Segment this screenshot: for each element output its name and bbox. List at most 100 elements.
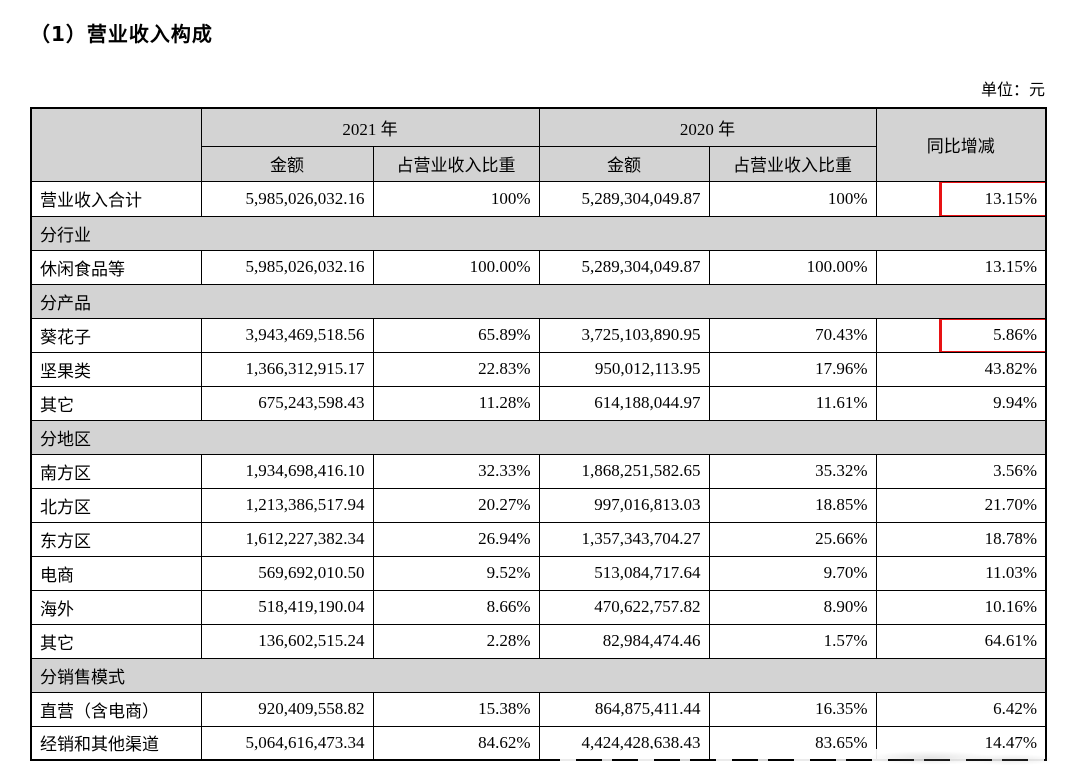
header-row-metrics: 金额 占营业收入比重 金额 占营业收入比重 xyxy=(31,145,1046,182)
header-amount-2021: 金额 xyxy=(200,145,374,182)
section-label: 分销售模式 xyxy=(30,657,1047,693)
watermark-smudge xyxy=(560,749,1052,763)
value-cell: 1,357,343,704.27 xyxy=(538,521,710,557)
value-cell: 3,725,103,890.95 xyxy=(538,317,710,353)
page-title: （1）营业收入构成 xyxy=(30,22,213,46)
value-cell: 26.94% xyxy=(372,521,540,557)
row-label: 海外 xyxy=(30,589,202,625)
value-cell: 64.61% xyxy=(875,623,1047,659)
value-cell: 22.83% xyxy=(372,351,540,387)
value-cell: 11.28% xyxy=(372,385,540,421)
value-cell: 13.15% xyxy=(875,249,1047,285)
value-cell: 100% xyxy=(372,180,540,217)
value-cell: 100% xyxy=(708,180,877,217)
value-cell: 136,602,515.24 xyxy=(200,623,374,659)
value-cell: 5.86% xyxy=(875,317,1047,353)
value-cell: 100.00% xyxy=(708,249,877,285)
row-label: 经销和其他渠道 xyxy=(30,725,202,761)
header-year-2020: 2020 年 xyxy=(538,107,877,147)
value-cell: 675,243,598.43 xyxy=(200,385,374,421)
value-cell: 6.42% xyxy=(875,691,1047,727)
value-cell: 8.66% xyxy=(372,589,540,625)
table-row: 南方区 1,934,698,416.10 32.33% 1,868,251,582.6… xyxy=(30,453,1047,489)
value-cell: 15.38% xyxy=(372,691,540,727)
value-cell: 2.28% xyxy=(372,623,540,659)
value-cell: 1.57% xyxy=(708,623,877,659)
row-label: 电商 xyxy=(30,555,202,591)
row-label: 其它 xyxy=(30,385,202,421)
table-row: 休闲食品等 5,985,026,032.16 100.00% 5,289,304,04… xyxy=(30,249,1047,285)
value-cell: 100.00% xyxy=(372,249,540,285)
value-cell: 9.52% xyxy=(372,555,540,591)
table-row: 其它 136,602,515.24 2.28% 82,984,474.46 1.57% 6… xyxy=(30,623,1047,659)
header-share-2020: 占营业收入比重 xyxy=(708,145,877,182)
value-cell: 16.35% xyxy=(708,691,877,727)
value-cell: 8.90% xyxy=(708,589,877,625)
revenue-composition-table: 2021 年 2020 年 同比增减 金额 占营业收入比重 金额 占营业收入比重… xyxy=(30,107,1047,761)
row-label: 休闲食品等 xyxy=(30,249,202,285)
header-row-years: 2021 年 2020 年 同比增减 xyxy=(30,107,1047,182)
row-label: 南方区 xyxy=(30,453,202,489)
value-cell: 1,213,386,517.94 xyxy=(200,487,374,523)
table-row: 直营（含电商） 920,409,558.82 15.38% 864,875,411.4… xyxy=(30,691,1047,727)
table-row: 电商 569,692,010.50 9.52% 513,084,717.64 9.70%… xyxy=(30,555,1047,591)
highlight-red-box xyxy=(938,319,1045,351)
highlight-red-box xyxy=(938,182,1045,215)
value-cell: 1,612,227,382.34 xyxy=(200,521,374,557)
header-amount-2020: 金额 xyxy=(538,145,710,182)
value-cell: 1,868,251,582.65 xyxy=(538,453,710,489)
value-cell: 65.89% xyxy=(372,317,540,353)
row-label: 葵花子 xyxy=(30,317,202,353)
value-cell: 614,188,044.97 xyxy=(538,385,710,421)
table-row: 坚果类 1,366,312,915.17 22.83% 950,012,113.95 1… xyxy=(30,351,1047,387)
value-cell: 5,985,026,032.16 xyxy=(200,249,374,285)
row-label: 东方区 xyxy=(30,521,202,557)
table-row: 海外 518,419,190.04 8.66% 470,622,757.82 8.90%… xyxy=(30,589,1047,625)
value-cell: 1,934,698,416.10 xyxy=(200,453,374,489)
table-row: 葵花子 3,943,469,518.56 65.89% 3,725,103,890.9… xyxy=(30,317,1047,353)
value-cell: 920,409,558.82 xyxy=(200,691,374,727)
section-row: 分行业 xyxy=(30,215,1047,251)
row-label: 营业收入合计 xyxy=(30,180,202,217)
value-cell: 84.62% xyxy=(372,725,540,761)
value-cell: 18.85% xyxy=(708,487,877,523)
value-cell: 5,985,026,032.16 xyxy=(200,180,374,217)
value-cell: 9.70% xyxy=(708,555,877,591)
header-year-2021: 2021 年 xyxy=(200,107,540,147)
section-label: 分行业 xyxy=(30,215,1047,251)
value-cell: 10.16% xyxy=(875,589,1047,625)
value-cell: 5,289,304,049.87 xyxy=(538,180,710,217)
value-cell: 25.66% xyxy=(708,521,877,557)
value-cell: 13.15% xyxy=(875,180,1047,217)
value-cell: 17.96% xyxy=(708,351,877,387)
value-cell: 43.82% xyxy=(875,351,1047,387)
unit-label: 单位：元 xyxy=(980,82,1045,99)
value-cell: 950,012,113.95 xyxy=(538,351,710,387)
row-label: 坚果类 xyxy=(30,351,202,387)
value-cell: 82,984,474.46 xyxy=(538,623,710,659)
header-corner-cell xyxy=(30,107,202,182)
value-cell: 20.27% xyxy=(372,487,540,523)
row-label: 北方区 xyxy=(30,487,202,523)
value-cell: 70.43% xyxy=(708,317,877,353)
watermark-blob xyxy=(850,738,1050,774)
value-cell: 35.32% xyxy=(708,453,877,489)
row-label: 直营（含电商） xyxy=(30,691,202,727)
header-yoy-change: 同比增减 xyxy=(875,107,1047,182)
section-row: 分地区 xyxy=(30,419,1047,455)
value-cell: 513,084,717.64 xyxy=(538,555,710,591)
value-cell: 470,622,757.82 xyxy=(538,589,710,625)
section-row: 分产品 xyxy=(30,283,1047,319)
row-label: 其它 xyxy=(30,623,202,659)
value-cell: 11.61% xyxy=(708,385,877,421)
value-cell: 11.03% xyxy=(875,555,1047,591)
value-cell: 1,366,312,915.17 xyxy=(200,351,374,387)
value-cell: 32.33% xyxy=(372,453,540,489)
value-cell: 21.70% xyxy=(875,487,1047,523)
table-row: 东方区 1,612,227,382.34 26.94% 1,357,343,704.2… xyxy=(30,521,1047,557)
value-cell: 5,289,304,049.87 xyxy=(538,249,710,285)
value-cell: 569,692,010.50 xyxy=(200,555,374,591)
table-row: 其它 675,243,598.43 11.28% 614,188,044.97 11.6… xyxy=(30,385,1047,421)
section-label: 分地区 xyxy=(30,419,1047,455)
